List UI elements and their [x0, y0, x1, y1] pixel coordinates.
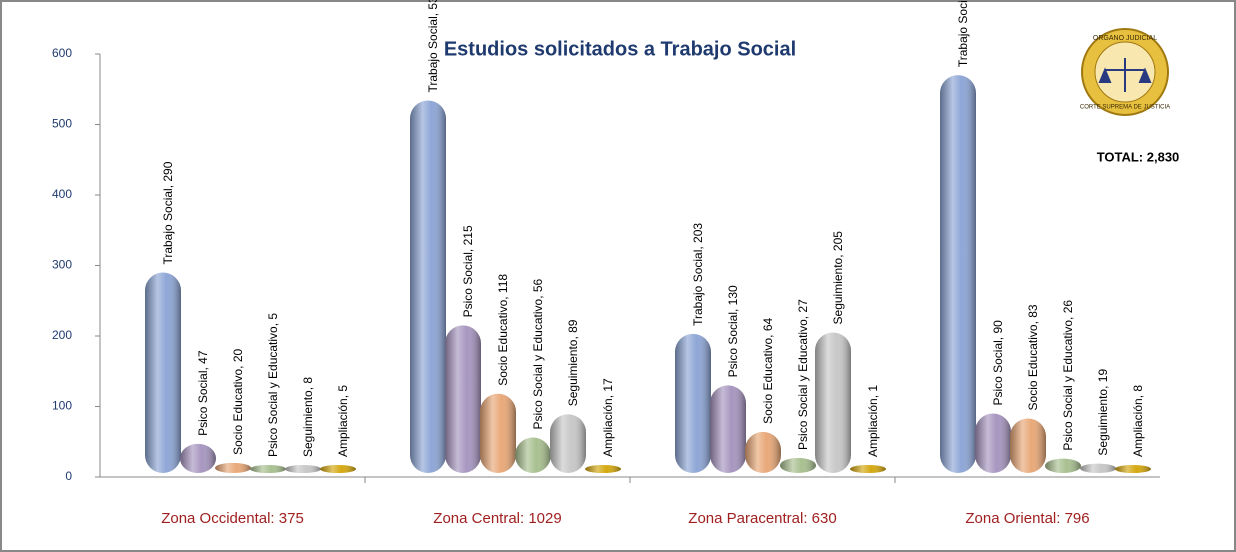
data-label: Seguimiento, 8	[301, 377, 315, 457]
bar-shading	[145, 272, 181, 473]
y-tick-label: 100	[52, 399, 72, 413]
logo: ORGANO JUDICIAL CORTE SUPREMA DE JUSTICI…	[1080, 28, 1170, 116]
chart-title: Estudios solicitados a Trabajo Social	[444, 38, 796, 60]
bar-shading	[1080, 463, 1116, 473]
x-tick-label: Zona Paracentral: 630	[688, 510, 836, 527]
data-label: Socio Educativo, 20	[231, 349, 245, 455]
data-label: Ampliación, 5	[336, 385, 350, 457]
bar-shading	[1045, 458, 1081, 473]
bar-shading	[515, 437, 551, 473]
data-label: Psico Social, 215	[461, 225, 475, 317]
data-label: Psico Social, 47	[196, 350, 210, 436]
total-annotation: TOTAL: 2,830	[1097, 149, 1180, 164]
data-label: Psico Social, 90	[991, 320, 1005, 406]
data-label: Trabajo Social, 290	[161, 161, 175, 264]
data-label: Ampliación, 17	[601, 378, 615, 457]
data-label: Seguimiento, 89	[566, 319, 580, 406]
bar-shading	[975, 413, 1011, 473]
logo-text: ORGANO JUDICIAL	[1093, 35, 1157, 42]
y-tick-label: 200	[52, 328, 72, 342]
data-label: Ampliación, 8	[1131, 385, 1145, 457]
x-tick-label: Zona Central: 1029	[433, 510, 561, 527]
data-label: Seguimiento, 205	[831, 231, 845, 325]
data-label: Psico Social y Educativo, 5	[266, 313, 280, 457]
bar-shading	[1115, 465, 1151, 473]
bar-shading	[320, 465, 356, 473]
bar-shading	[1010, 418, 1046, 473]
y-tick-label: 400	[52, 187, 72, 201]
x-tick-label: Zona Oriental: 796	[965, 510, 1089, 527]
bar-shading	[780, 457, 816, 473]
y-tick-label: 0	[65, 469, 72, 483]
data-label: Socio Educativo, 118	[496, 274, 510, 386]
data-label: Trabajo Social, 203	[691, 223, 705, 326]
data-label: Socio Educativo, 83	[1026, 304, 1040, 410]
bar-shading	[250, 465, 286, 473]
y-tick-label: 500	[52, 117, 72, 131]
bar-shading	[745, 431, 781, 473]
bar-shading	[710, 385, 746, 473]
data-label: Psico Social y Educativo, 26	[1061, 300, 1075, 451]
bar-shading	[675, 333, 711, 473]
data-label: Psico Social y Educativo, 27	[796, 299, 810, 450]
data-label: Psico Social, 130	[726, 285, 740, 377]
y-tick-label: 300	[52, 258, 72, 272]
bar-shading	[445, 325, 481, 473]
bar-shading	[585, 465, 621, 473]
data-label: Psico Social y Educativo, 56	[531, 278, 545, 429]
bar-shading	[850, 465, 886, 473]
bar-shading	[940, 75, 976, 474]
bar-shading	[215, 462, 251, 473]
bar-shading	[285, 465, 321, 473]
bar-shading	[180, 443, 216, 473]
bar-shading	[815, 332, 851, 473]
data-label: Ampliación, 1	[866, 385, 880, 457]
logo-text: CORTE SUPREMA DE JUSTICIA	[1080, 105, 1170, 111]
bar-shading	[550, 414, 586, 473]
x-tick-label: Zona Occidental: 375	[161, 510, 304, 527]
bar-shading	[410, 100, 446, 473]
data-label: Socio Educativo, 64	[761, 317, 775, 423]
y-tick-label: 600	[52, 46, 72, 60]
bar-shading	[480, 393, 516, 473]
data-label: Seguimiento, 19	[1096, 369, 1110, 456]
data-label: Trabajo Social, 570	[956, 0, 970, 67]
data-label: Trabajo Social, 534	[426, 0, 440, 93]
